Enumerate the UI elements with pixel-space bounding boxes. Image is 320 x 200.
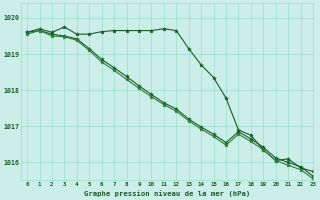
X-axis label: Graphe pression niveau de la mer (hPa): Graphe pression niveau de la mer (hPa) — [84, 190, 250, 197]
